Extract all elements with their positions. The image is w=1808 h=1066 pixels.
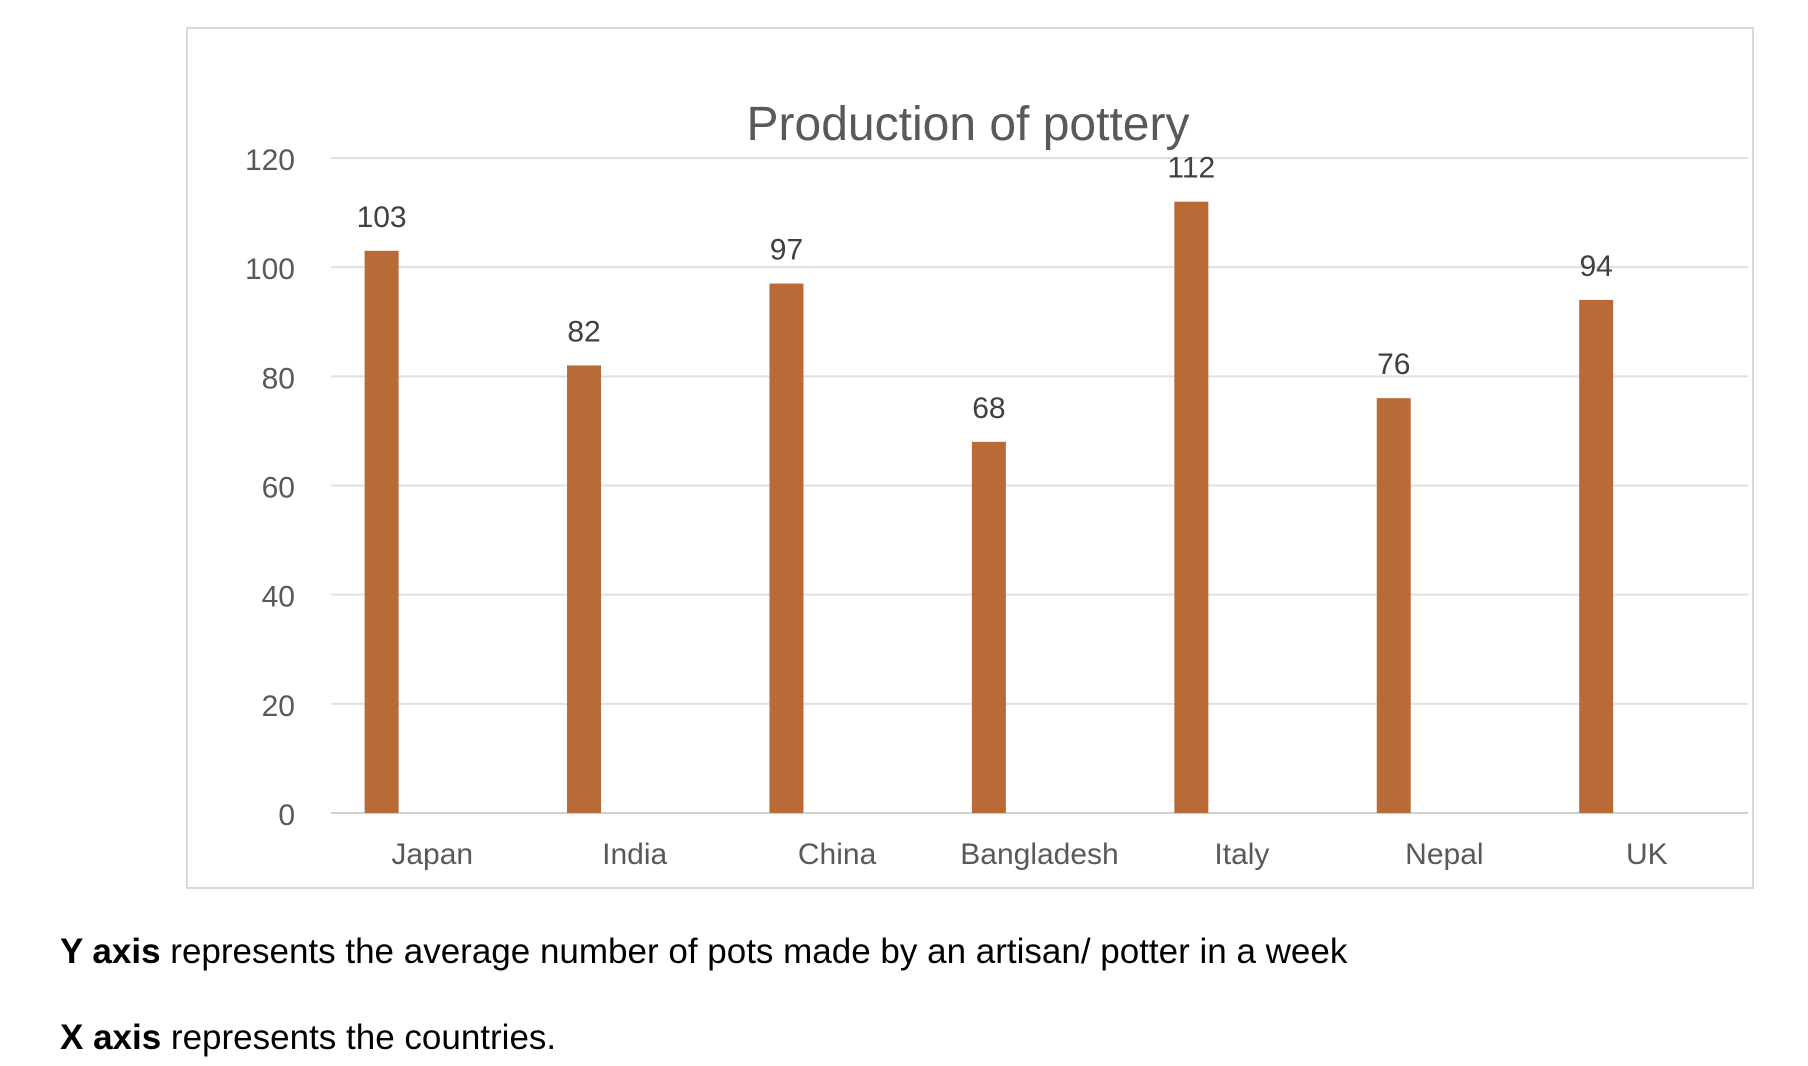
y-tick-label: 80 <box>262 362 295 395</box>
data-label: 103 <box>357 201 407 234</box>
data-label: 112 <box>1167 152 1215 185</box>
data-label: 97 <box>770 234 803 267</box>
y-tick-label: 40 <box>262 581 295 614</box>
x-tick-label: UK <box>1626 838 1668 871</box>
x-tick-label: India <box>602 838 667 871</box>
x-axis-caption: X axis represents the countries. <box>60 1018 556 1058</box>
bar-india <box>567 365 602 813</box>
x-tick-label: Bangladesh <box>960 838 1118 871</box>
x-axis-caption-text: represents the countries. <box>161 1018 557 1057</box>
bar-china <box>769 283 804 813</box>
bar-chart: Production of pottery 0 20 40 60 80 100 120 10… <box>245 98 1748 871</box>
data-label: 68 <box>972 392 1005 425</box>
y-tick-label: 0 <box>278 799 295 832</box>
bar-japan <box>364 250 399 813</box>
chart-frame: Production of pottery 0 20 40 60 80 100 120 10… <box>186 27 1754 889</box>
x-tick-label: Italy <box>1214 838 1269 871</box>
bar-nepal <box>1376 398 1411 813</box>
y-tick-label: 60 <box>262 472 295 505</box>
y-axis-caption: Y axis represents the average number of … <box>60 932 1347 972</box>
y-tick-label: 20 <box>262 690 295 723</box>
data-label: 82 <box>567 315 600 348</box>
y-axis-caption-text: represents the average number of pots ma… <box>160 932 1348 971</box>
data-label: 94 <box>1579 250 1612 283</box>
chart-title: Production of pottery <box>747 98 1190 151</box>
bar-uk <box>1579 299 1614 814</box>
x-axis-caption-label: X axis <box>60 1018 162 1057</box>
bars <box>364 201 1614 814</box>
y-axis-caption-label: Y axis <box>60 932 161 971</box>
gridlines <box>331 157 1748 814</box>
y-tick-label: 100 <box>245 253 295 286</box>
bar-bangladesh <box>971 441 1006 813</box>
x-axis-ticks: Japan India China Bangladesh Italy Nepal UK <box>391 838 1667 871</box>
x-tick-label: Nepal <box>1405 838 1483 871</box>
y-tick-label: 120 <box>245 144 295 177</box>
data-label: 76 <box>1377 348 1410 381</box>
x-tick-label: China <box>798 838 877 871</box>
data-labels: 103 82 97 68 112 76 94 <box>357 152 1613 425</box>
x-tick-label: Japan <box>391 838 473 871</box>
bar-italy <box>1174 201 1209 813</box>
y-axis-ticks: 0 20 40 60 80 100 120 <box>245 144 295 832</box>
